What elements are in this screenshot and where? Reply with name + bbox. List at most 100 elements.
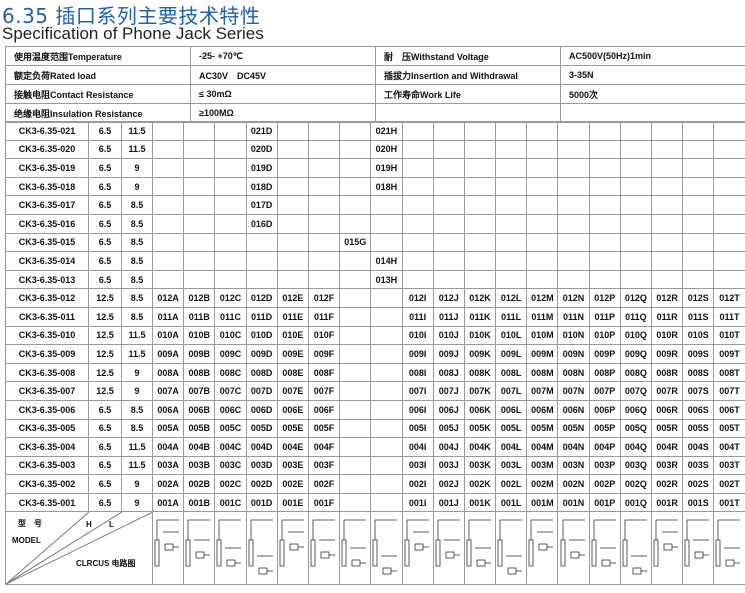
variant-cell: 002K [463,474,497,494]
spec-label: 接触电阻Contact Resistance [5,84,191,104]
variant-cell [401,232,434,253]
circuit-diagram-icon [279,520,304,567]
variant-cell [557,121,590,141]
variant-cell [183,251,216,271]
variant-cell [588,213,621,234]
variant-cell [619,251,653,271]
variant-cell [619,195,653,215]
variant-cell: 020D [245,139,278,160]
circuit-diagram-icon [497,520,523,575]
h-cell: 12.5 [88,325,122,346]
variant-cell [151,139,185,160]
variant-cell: 006Q [619,399,653,420]
circuit-cell [370,511,403,586]
table-row: CK3-6.35-019 6.5 9 019D 019H [5,158,745,178]
variant-cell: 007L [495,381,528,401]
variant-cell: 004J [432,437,465,457]
variant-cell [526,269,559,290]
variant-cell: 003I [401,455,434,476]
variant-cell: 005M [526,418,559,439]
variant-cell [650,251,684,271]
variant-cell [401,139,434,160]
l-cell: 8.5 [121,213,153,234]
variant-cell [557,176,590,197]
variant-cell: 001P [588,492,621,513]
variant-cell: 003L [495,455,528,476]
variant-cell: 012R [650,288,684,308]
variant-cell [526,139,559,160]
variant-cell [463,213,497,234]
variant-cell: 021H [370,121,403,141]
variant-cell: 008A [151,362,185,383]
variant-cell: 011I [401,306,434,327]
circuit-cell [682,511,715,586]
variant-cell [682,213,715,234]
variant-cell [339,213,372,234]
variant-cell: 005I [401,418,434,439]
variant-cell [339,418,372,439]
variant-cell [151,269,185,290]
variant-cell [588,139,621,160]
variant-cell: 003C [214,455,247,476]
variant-cell [339,158,372,178]
model-cell: CK3-6.35-015 [5,232,89,253]
variant-cell: 007S [682,381,715,401]
variant-cell: 006J [432,399,465,420]
table-row: CK3-6.35-003 6.5 11.5 003A 003B 003C 003D 003E 0… [5,455,745,476]
variant-cell [432,213,465,234]
variant-cell: 006S [682,399,715,420]
variant-cell: 001D [245,492,278,513]
circuit-cell [183,511,216,586]
circuit-cell [495,511,528,586]
h-cell: 6.5 [88,492,122,513]
h-cell: 6.5 [88,269,122,290]
circuit-cell [339,511,372,586]
variant-cell [650,158,684,178]
table-row: CK3-6.35-010 12.5 11.5 010A 010B 010C 010D 010E… [5,325,745,346]
variant-cell [557,251,590,271]
variant-cell: 002C [214,474,247,494]
spec-label: 插拔力Insertion and Withdrawal [375,65,561,85]
variant-cell [276,195,309,215]
h-cell: 6.5 [88,176,122,197]
variant-cell: 006E [276,399,309,420]
variant-cell: 001T [713,492,745,513]
variant-cell [214,158,247,178]
variant-cell [151,176,185,197]
variant-cell: 020H [370,139,403,160]
variant-cell [401,121,434,141]
l-cell: 9 [121,362,153,383]
h-cell: 6.5 [88,195,122,215]
circuit-diagram-icon [341,520,367,567]
variant-cell: 012B [183,288,216,308]
variant-cell: 007A [151,381,185,401]
variant-cell: 012E [276,288,309,308]
variant-cell: 010B [183,325,216,346]
h-cell: 6.5 [88,251,122,271]
variant-cell: 009K [463,344,497,364]
variant-cell [495,251,528,271]
table-row: CK3-6.35-006 6.5 8.5 006A 006B 006C 006D 006E 00… [5,399,745,420]
variant-cell: 009N [557,344,590,364]
variant-cell: 012M [526,288,559,308]
variant-cell [370,232,403,253]
variant-cell: 009R [650,344,684,364]
variant-cell [713,121,745,141]
variant-cell [401,158,434,178]
h-cell: 6.5 [88,455,122,476]
variant-cell: 008L [495,362,528,383]
variant-cell: 002D [245,474,278,494]
variant-cell [432,121,465,141]
variant-cell [495,176,528,197]
circuit-cell [588,511,621,586]
variant-cell: 006P [588,399,621,420]
variant-cell [151,213,185,234]
variant-cell [214,195,247,215]
variant-cell [401,213,434,234]
variant-cell [339,455,372,476]
variant-cell: 007T [713,381,745,401]
variant-cell [339,269,372,290]
variant-cell [650,139,684,160]
model-cell: CK3-6.35-020 [5,139,89,160]
l-cell: 9 [121,474,153,494]
